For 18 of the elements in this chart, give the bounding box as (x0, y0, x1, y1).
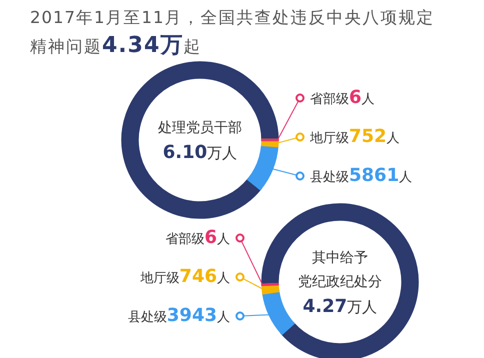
chart-title: 2017年1月至11月，全国共查处违反中央八项规定精神问题4.34万起 (30, 7, 436, 60)
text: 党纪政纪处分 (298, 274, 382, 290)
slice-label: 县处级 (128, 310, 167, 325)
data-label: 746人 (179, 266, 230, 287)
text: 处理党员干部 (158, 120, 242, 136)
text: 4.27万人 (302, 296, 378, 317)
data-label: 752人 (349, 126, 400, 147)
legend-label: 县处级 (310, 170, 349, 185)
data-label: 5861人 (349, 165, 412, 186)
data-label: 3943人 (166, 305, 230, 326)
legend-label: 省部级 (310, 92, 349, 107)
slice-label: 地厅级 (139, 271, 180, 286)
data-label: 6人 (204, 227, 230, 248)
data-label: 6人 (349, 87, 375, 108)
slice-label: 省部级 (165, 232, 204, 247)
text: 6.10万人 (162, 142, 238, 163)
legend-label: 地厅级 (309, 131, 349, 146)
text: 其中给予 (312, 250, 368, 266)
